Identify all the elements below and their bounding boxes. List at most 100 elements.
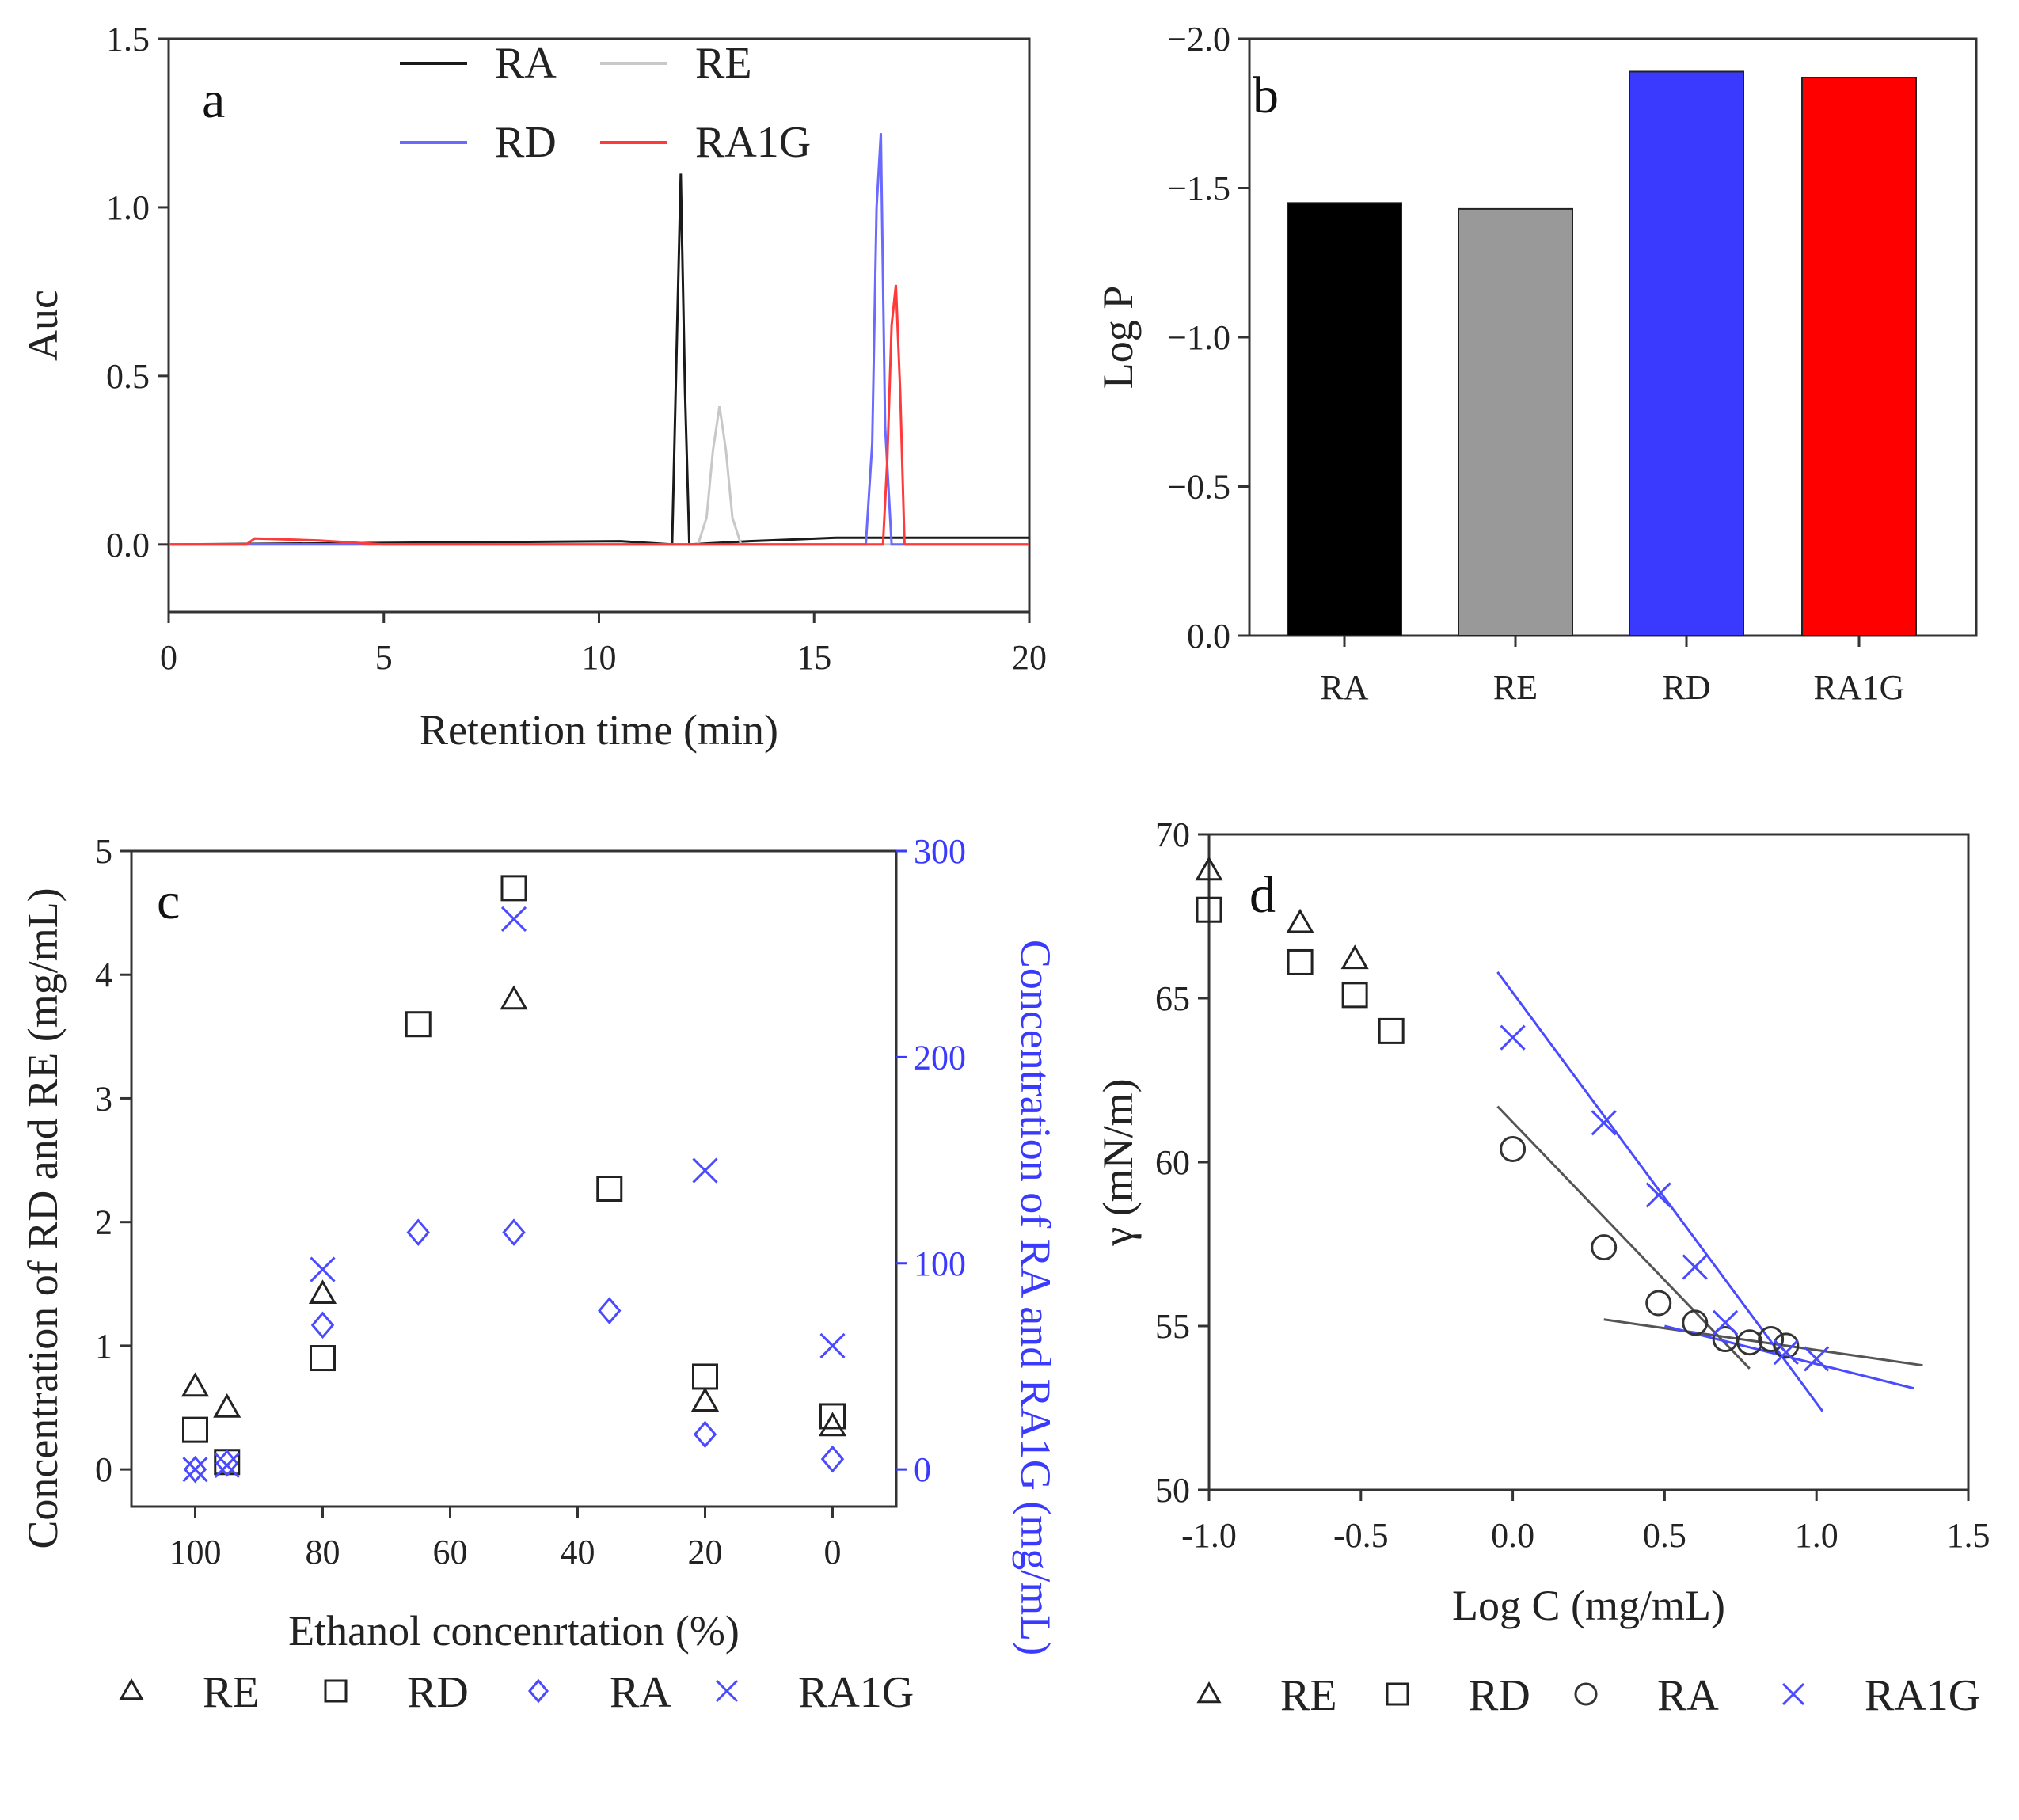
data-point-rd — [500, 875, 527, 902]
data-point-ra — [310, 1311, 335, 1339]
legend-label: RD — [1469, 1671, 1530, 1720]
data-point-re — [1340, 944, 1369, 970]
y-axis-label: Log P — [1094, 286, 1142, 389]
data-point-rd — [310, 1345, 336, 1372]
legend-marker-stroke — [715, 1679, 739, 1703]
data-point-ra1g-stroke — [1804, 1346, 1830, 1372]
y-tick-label: 0.0 — [106, 526, 150, 564]
data-point-re — [690, 1387, 720, 1412]
legend-label: RA1G — [695, 118, 811, 167]
x-axis-label: Retention time (min) — [420, 706, 778, 754]
data-point-ra1g-stroke — [310, 1256, 336, 1282]
x-tick-label: 60 — [433, 1533, 468, 1571]
panel-label-c: c — [157, 872, 180, 930]
data-point-ra1g-stroke — [1645, 1182, 1671, 1208]
x-tick-label: 20 — [1012, 638, 1047, 677]
data-point-ra1g-stroke — [500, 906, 527, 932]
data-point-ra — [502, 1218, 526, 1247]
data-point-ra — [1773, 1332, 1800, 1359]
y-tick-label: 50 — [1155, 1471, 1190, 1510]
plot-frame — [130, 849, 898, 1508]
legend-marker — [1574, 1682, 1598, 1706]
x-tick-label: RE — [1493, 668, 1538, 707]
data-point-rd — [1287, 948, 1314, 975]
panel-label-a: a — [202, 71, 225, 129]
legend-marker — [119, 1678, 144, 1700]
data-point-ra1g-stroke — [1713, 1309, 1739, 1336]
legend-label: RA — [1657, 1671, 1719, 1720]
data-point-re — [181, 1372, 210, 1397]
legend-label: RD — [407, 1668, 469, 1717]
legend-label: RA — [495, 39, 557, 88]
panel-d: -1.0 -0.5 0.0 0.5 1.0 1.5 50 55 60 65 70 Log C (mg/… — [1094, 815, 1990, 1720]
y-tick-label: −1.0 — [1167, 318, 1230, 357]
data-point-rd — [596, 1175, 623, 1202]
data-point-ra1g — [1682, 1254, 1708, 1280]
data-point-ra1g — [214, 1452, 240, 1478]
x-tick-label: 40 — [561, 1533, 595, 1571]
y-right-tick-label: 100 — [914, 1244, 966, 1283]
fit-line-ra-fit-flat — [1603, 1318, 1923, 1367]
y-tick-label: 2 — [95, 1203, 112, 1242]
y-right-tick-label: 200 — [914, 1038, 966, 1077]
y-tick-label: 70 — [1155, 815, 1190, 854]
x-tick-label: 0 — [824, 1533, 842, 1571]
x-tick-label: -0.5 — [1333, 1516, 1389, 1555]
data-point-rd — [405, 1011, 432, 1038]
series-line-rd — [169, 133, 1029, 546]
legend-label: RA — [610, 1668, 671, 1717]
x-tick-label: 0.5 — [1643, 1516, 1686, 1555]
data-point-ra1g — [310, 1256, 336, 1282]
data-point-ra — [1736, 1329, 1763, 1356]
data-point-ra1g-stroke — [819, 1332, 846, 1358]
data-point-ra — [1682, 1309, 1709, 1336]
data-point-ra1g-stroke — [182, 1457, 208, 1483]
legend-marker — [1196, 1681, 1222, 1704]
data-point-ra — [598, 1297, 622, 1324]
legend-marker — [1386, 1682, 1409, 1706]
x-tick-label: 0 — [160, 638, 177, 677]
y-tick-label: 1 — [95, 1327, 112, 1366]
data-point-ra1g — [1645, 1182, 1671, 1208]
data-point-ra — [820, 1445, 845, 1473]
data-point-ra — [1645, 1290, 1672, 1317]
data-point-ra1g — [500, 906, 527, 932]
data-point-ra — [183, 1455, 207, 1484]
y-axis-label: γ (mN/m) — [1094, 1078, 1142, 1246]
data-point-ra1g-stroke — [692, 1157, 718, 1184]
y-tick-label: 55 — [1155, 1307, 1190, 1346]
x-tick-label: RD — [1662, 668, 1710, 707]
data-point-ra1g-stroke — [214, 1452, 240, 1478]
plot-frame — [1207, 833, 1970, 1491]
legend-label: RE — [1280, 1671, 1337, 1720]
legend-label: RE — [203, 1668, 260, 1717]
data-point-rd — [819, 1403, 846, 1430]
x-tick-label: 80 — [306, 1533, 340, 1571]
data-point-ra1g-stroke — [1682, 1254, 1708, 1280]
legend-marker — [324, 1679, 348, 1703]
data-point-ra1g — [1773, 1339, 1799, 1366]
data-point-ra1g-stroke — [1773, 1339, 1799, 1366]
x-tick-label: 0.0 — [1491, 1516, 1534, 1555]
y-tick-label: 65 — [1155, 979, 1190, 1018]
y-tick-label: 0 — [95, 1450, 112, 1489]
y-tick-label: 0.5 — [106, 357, 150, 396]
data-point-ra1g-stroke — [1500, 1024, 1526, 1051]
x-tick-label: 15 — [797, 638, 831, 677]
data-point-rd — [182, 1416, 208, 1443]
bar-ra1g — [1801, 77, 1917, 636]
x-tick-label: 1.0 — [1795, 1516, 1838, 1555]
panel-label-b: b — [1253, 66, 1279, 124]
panel-a: 0 5 10 15 20 0.0 0.5 1.0 1.5 Retention time (min)… — [19, 20, 1047, 754]
x-tick-label: 5 — [375, 638, 393, 677]
y-tick-label: 0.0 — [1187, 617, 1230, 655]
y-right-axis-label: Concentration of RA and RA1G (mg/mL) — [1012, 940, 1059, 1655]
data-point-re — [1195, 856, 1223, 881]
data-point-re — [1286, 908, 1314, 933]
panel-b: 0.0 −0.5 −1.0 −1.5 −2.0 RA RE RD RA1G Log P b — [1094, 20, 1978, 707]
fit-line-ra-fit-steep — [1496, 1105, 1751, 1370]
x-tick-label: 1.5 — [1947, 1516, 1990, 1555]
data-point-ra1g — [692, 1157, 718, 1184]
